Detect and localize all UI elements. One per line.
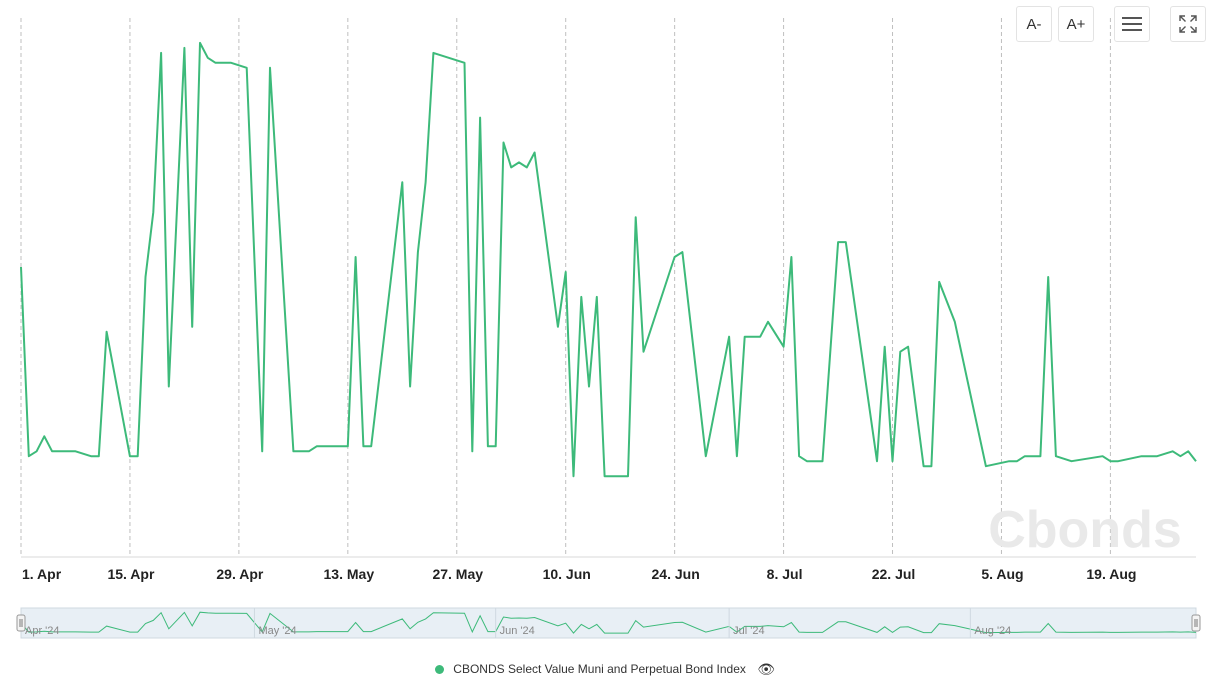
- x-tick-label: 15. Apr: [107, 566, 154, 582]
- chart-toolbar: A- A+: [1016, 6, 1206, 42]
- navigator-label: Aug '24: [974, 625, 1011, 637]
- x-tick-label: 5. Aug: [981, 566, 1023, 582]
- font-decrease-button[interactable]: A-: [1016, 6, 1052, 42]
- x-tick-label: 13. May: [324, 566, 375, 582]
- toolbar-spacer: [1156, 6, 1164, 42]
- x-axis-ticks: 1. Apr 15. Apr 29. Apr 13. May 27. May 10. Ju…: [22, 566, 1136, 582]
- legend-label[interactable]: CBONDS Select Value Muni and Perpetual B…: [453, 662, 746, 676]
- font-increase-button[interactable]: A+: [1058, 6, 1094, 42]
- x-tick-label: 1. Apr: [22, 566, 62, 582]
- menu-button[interactable]: [1114, 6, 1150, 42]
- navigator-label: Apr '24: [25, 625, 60, 637]
- x-tick-label: 22. Jul: [872, 566, 916, 582]
- eye-icon[interactable]: 👁: [757, 661, 776, 677]
- navigator-handle-left[interactable]: [16, 614, 26, 632]
- chart-legend[interactable]: CBONDS Select Value Muni and Perpetual B…: [0, 661, 1210, 678]
- series-line[interactable]: [20, 41, 1197, 478]
- navigator-labels: Apr '24 May '24 Jun '24 Jul '24 Aug '24: [25, 608, 1011, 638]
- series-layer[interactable]: [20, 41, 1197, 478]
- vertical-gridlines: [20, 18, 1111, 557]
- navigator-label: Jul '24: [733, 625, 764, 637]
- navigator-label: Jun '24: [500, 625, 535, 637]
- x-tick-label: 29. Apr: [216, 566, 263, 582]
- navigator-label: May '24: [258, 625, 296, 637]
- legend-marker: [434, 665, 444, 674]
- navigator-handle-right[interactable]: [1191, 614, 1201, 632]
- x-tick-label: 8. Jul: [767, 566, 803, 582]
- navigator-series-line: [20, 611, 1197, 634]
- x-tick-label: 27. May: [432, 566, 483, 582]
- hamburger-menu-icon: [1122, 17, 1142, 31]
- navigator-handle-right-grip[interactable]: [1191, 614, 1201, 632]
- fullscreen-icon: [1179, 15, 1197, 33]
- toolbar-spacer: [1100, 6, 1108, 42]
- cbonds-watermark: Cbonds: [988, 501, 1182, 559]
- x-tick-label: 24. Jun: [652, 566, 700, 582]
- navigator[interactable]: Apr '24 May '24 Jun '24 Jul '24 Aug '24: [16, 607, 1201, 639]
- x-tick-label: 10. Jun: [543, 566, 591, 582]
- x-tick-label: 19. Aug: [1086, 566, 1136, 582]
- navigator-handle-left-grip[interactable]: [16, 614, 26, 632]
- fullscreen-button[interactable]: [1170, 6, 1206, 42]
- navigator-series: [20, 611, 1197, 634]
